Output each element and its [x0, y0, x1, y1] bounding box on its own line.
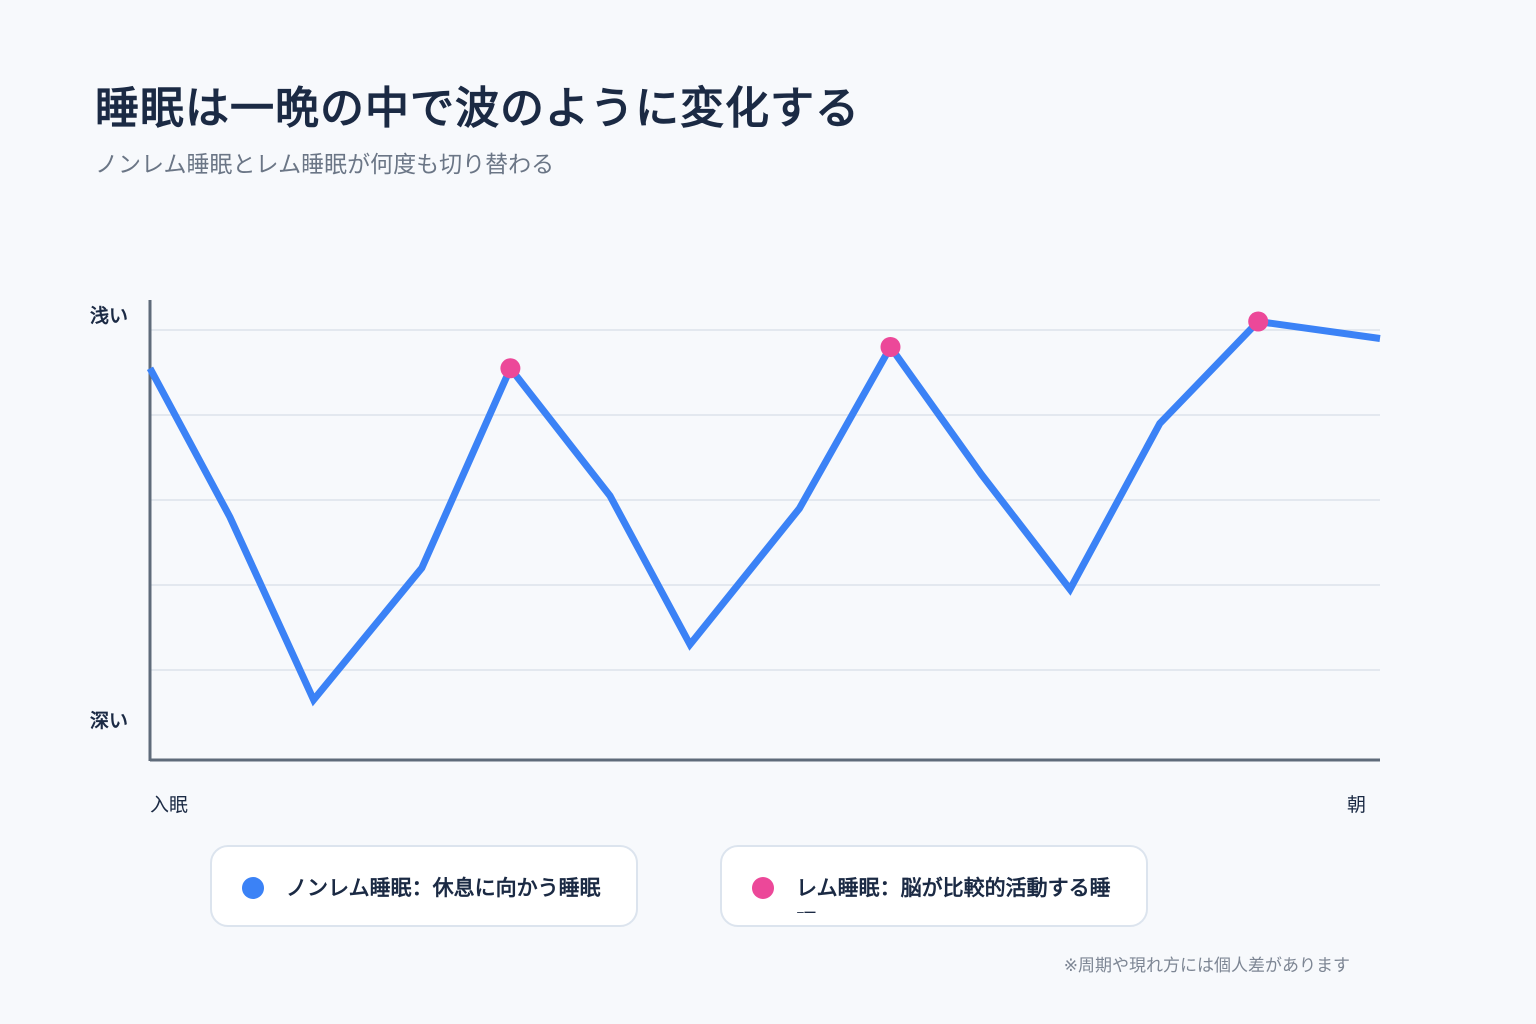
sleep-depth-line	[146, 317, 1381, 707]
legend-rem-label: レム睡眠：脳が比較的活動する睡眠	[796, 876, 1111, 913]
y-axis-label-deep: 深い	[90, 709, 128, 732]
grid-lines	[150, 329, 1380, 671]
legend-nonrem: ノンレム睡眠：休息に向かう睡眠	[210, 845, 638, 927]
legend-nonrem-label: ノンレム睡眠：休息に向かう睡眠	[286, 876, 601, 900]
rem-point-3	[1248, 311, 1269, 332]
rem-point-2	[880, 337, 901, 357]
rem-markers	[500, 311, 1269, 379]
rem-point-1	[500, 358, 521, 379]
legend-rem: レム睡眠：脳が比較的活動する睡眠	[720, 845, 1148, 927]
legend-rem-dot	[752, 877, 774, 899]
footnote: ※周期や現れ方には個人差があります	[1063, 956, 1350, 976]
page-title: 睡眠は一晩の中で波のように変化する	[95, 83, 860, 134]
y-axis-label-shallow: 浅い	[90, 304, 128, 327]
sleep-depth-series	[146, 317, 1381, 707]
page-subtitle: ノンレム睡眠とレム睡眠が何度も切り替わる	[95, 152, 555, 178]
legend-nonrem-dot	[242, 877, 264, 899]
x-axis-label-sleep-onset: 入眠	[150, 794, 188, 816]
x-axis-label-morning: 朝	[1347, 794, 1366, 816]
